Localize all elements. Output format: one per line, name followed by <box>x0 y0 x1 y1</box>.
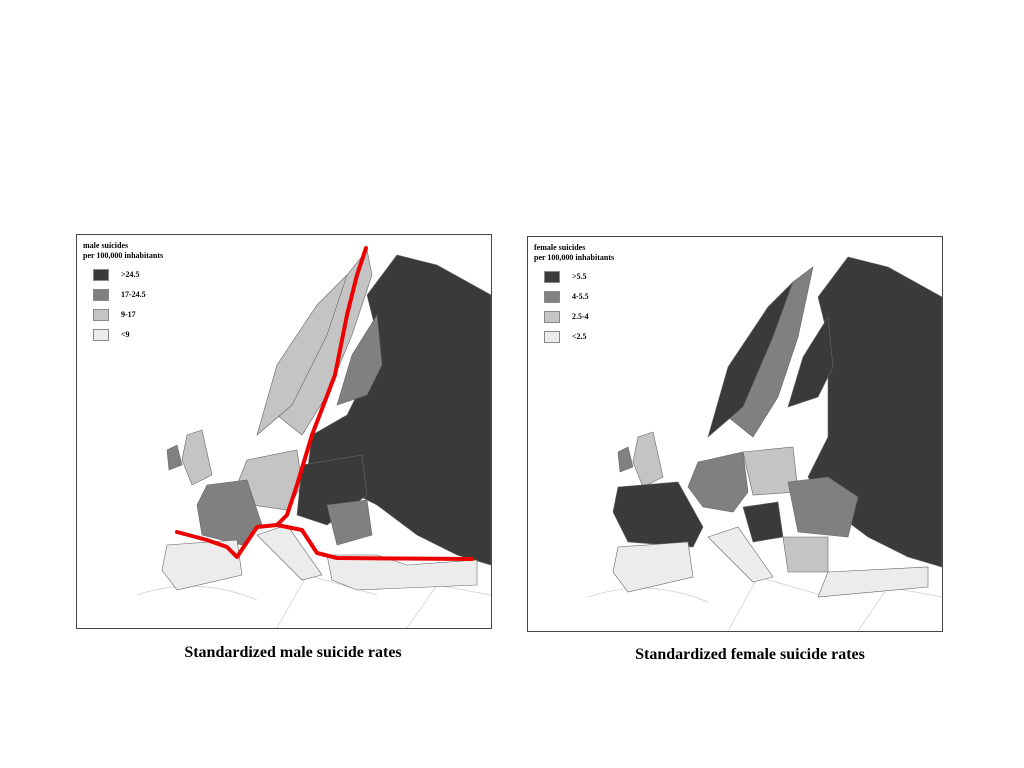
legend-title: male suicides <box>83 241 129 250</box>
legend-label: 17-24.5 <box>121 290 146 299</box>
legend: female suicides per 100,000 inhabitants … <box>534 243 614 343</box>
caption: Standardized male suicide rates <box>184 644 402 661</box>
legend: male suicides per 100,000 inhabitants >2… <box>83 241 163 341</box>
legend-label: 4-5.5 <box>572 292 589 301</box>
legend-item: <9 <box>93 329 163 341</box>
legend-label: 9-17 <box>121 310 136 319</box>
legend-subtitle: per 100,000 inhabitants <box>83 251 164 260</box>
legend-item: >5.5 <box>544 271 614 283</box>
legend-item: <2.5 <box>544 331 614 343</box>
female-map: female suicides per 100,000 inhabitants … <box>527 236 943 632</box>
caption: Standardized female suicide rates <box>635 646 865 663</box>
legend-item: 2.5-4 <box>544 311 614 323</box>
legend-title: female suicides <box>534 243 586 252</box>
legend-item: 9-17 <box>93 309 163 321</box>
female-map-shapes <box>587 256 942 631</box>
legend-item: 4-5.5 <box>544 291 614 303</box>
male-map-shapes <box>136 246 491 628</box>
legend-label: >5.5 <box>572 272 587 281</box>
legend-label: >24.5 <box>121 270 140 279</box>
legend-subtitle: per 100,000 inhabitants <box>534 253 615 262</box>
legend-label: 2.5-4 <box>572 312 589 321</box>
male-map: male suicides per 100,000 inhabitants >2… <box>76 234 492 629</box>
legend-label: <9 <box>121 330 130 339</box>
legend-item: 17-24.5 <box>93 289 163 301</box>
legend-label: <2.5 <box>572 332 587 341</box>
legend-item: >24.5 <box>93 269 163 281</box>
